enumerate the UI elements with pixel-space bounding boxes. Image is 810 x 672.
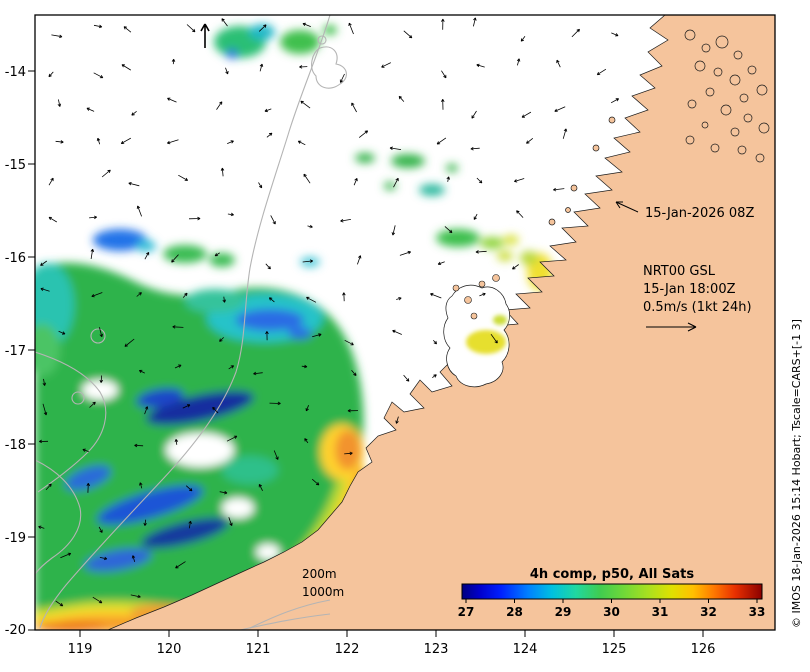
y-tick-label: -20 — [5, 623, 26, 638]
vector-scale-label: 0.5m/s (1kt 24h) — [643, 300, 752, 315]
model-time-label: 15-Jan 18:00Z — [643, 282, 736, 297]
credit-text: © IMOS 18-Jan-2026 15:14 Hobart; Tscale=… — [790, 319, 803, 628]
colorbar-gradient-bar — [462, 584, 762, 599]
king-sound-bay — [443, 274, 510, 388]
bay-islets — [452, 274, 500, 320]
colorbar-tick-label: 29 — [555, 605, 572, 619]
colorbar-tick-label: 33 — [749, 605, 766, 619]
bathymetry-contours — [35, 15, 347, 630]
model-name-label: NRT00 GSL — [643, 264, 716, 279]
x-axis: 119 120 121 122 123 124 125 126 — [68, 630, 716, 657]
island-group — [548, 29, 770, 226]
plot-frame — [34, 14, 776, 631]
x-tick-label: 125 — [602, 642, 627, 657]
x-tick-label: 126 — [691, 642, 716, 657]
y-tick-label: -17 — [5, 344, 26, 359]
x-tick-label: 121 — [246, 642, 271, 657]
vector-scale-arrow — [646, 322, 697, 332]
y-axis-ticks — [28, 70, 35, 631]
x-axis-ticks — [79, 630, 704, 637]
x-tick-label: 124 — [513, 642, 538, 657]
y-tick-label: -14 — [5, 65, 26, 80]
y-tick-label: -18 — [5, 438, 26, 453]
bold-current-arrow — [200, 23, 210, 48]
colorbar-tick-label: 31 — [652, 605, 669, 619]
x-tick-label: 120 — [157, 642, 182, 657]
y-axis: -14 -15 -16 -17 -18 -19 -20 — [5, 65, 35, 638]
x-tick-label: 123 — [424, 642, 449, 657]
obs-time-label: 15-Jan-2026 08Z — [645, 206, 754, 221]
contour-200m-label: 200m — [302, 567, 337, 581]
colorbar-tick-label: 27 — [458, 605, 475, 619]
y-tick-label: -15 — [5, 158, 26, 173]
land-mass — [107, 15, 775, 630]
obs-leader-arrow — [615, 201, 639, 213]
y-tick-label: -16 — [5, 251, 26, 266]
y-tick-label: -19 — [5, 531, 26, 546]
x-tick-label: 122 — [335, 642, 360, 657]
wind-vectors — [38, 17, 639, 607]
colorbar-tick-label: 32 — [700, 605, 717, 619]
x-tick-label: 119 — [68, 642, 93, 657]
colorbar-title: 4h comp, p50, All Sats — [530, 567, 694, 582]
contour-1000m-label: 1000m — [302, 585, 344, 599]
colorbar-tick-label: 28 — [506, 605, 523, 619]
colorbar: 4h comp, p50, All Sats 27 28 29 30 31 32… — [458, 567, 766, 619]
colorbar-ticks — [465, 599, 758, 603]
colorbar-tick-label: 30 — [603, 605, 620, 619]
